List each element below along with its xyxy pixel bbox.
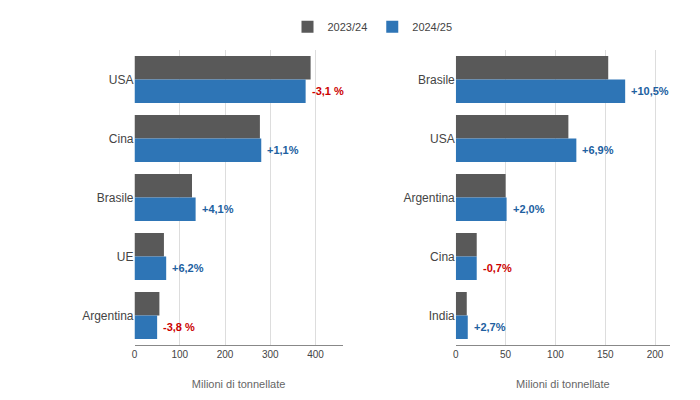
- svg-text:Cina: Cina: [109, 132, 134, 146]
- svg-text:150: 150: [597, 349, 614, 360]
- svg-text:+10,5%: +10,5%: [631, 85, 669, 97]
- svg-text:India: India: [429, 309, 455, 323]
- svg-text:Brasile: Brasile: [97, 191, 134, 205]
- svg-text:USA: USA: [430, 132, 455, 146]
- svg-text:+4,1%: +4,1%: [202, 203, 234, 215]
- svg-text:Brasile: Brasile: [418, 73, 455, 87]
- svg-text:+6,9%: +6,9%: [582, 144, 614, 156]
- svg-text:+6,2%: +6,2%: [172, 262, 204, 274]
- svg-text:Argentina: Argentina: [82, 309, 134, 323]
- svg-text:400: 400: [307, 349, 324, 360]
- svg-text:100: 100: [547, 349, 564, 360]
- svg-text:300: 300: [262, 349, 279, 360]
- svg-text:200: 200: [647, 349, 664, 360]
- svg-text:50: 50: [500, 349, 512, 360]
- svg-text:-3,8 %: -3,8 %: [163, 321, 195, 333]
- svg-text:+2,7%: +2,7%: [474, 321, 506, 333]
- svg-text:Milioni di tonnellate: Milioni di tonnellate: [516, 378, 610, 390]
- svg-text:Cina: Cina: [430, 250, 455, 264]
- svg-text:+1,1%: +1,1%: [267, 144, 299, 156]
- svg-text:2024/25: 2024/25: [412, 21, 452, 33]
- svg-text:2023/24: 2023/24: [328, 21, 368, 33]
- svg-text:Argentina: Argentina: [403, 191, 455, 205]
- svg-text:100: 100: [171, 349, 188, 360]
- svg-text:+2,0%: +2,0%: [513, 203, 545, 215]
- svg-text:-0,7%: -0,7%: [483, 262, 512, 274]
- svg-text:200: 200: [217, 349, 234, 360]
- svg-text:USA: USA: [109, 73, 134, 87]
- svg-text:0: 0: [132, 349, 138, 360]
- svg-text:UE: UE: [117, 250, 134, 264]
- svg-text:Milioni di tonnellate: Milioni di tonnellate: [192, 378, 286, 390]
- svg-text:0: 0: [453, 349, 459, 360]
- svg-text:-3,1 %: -3,1 %: [312, 85, 344, 97]
